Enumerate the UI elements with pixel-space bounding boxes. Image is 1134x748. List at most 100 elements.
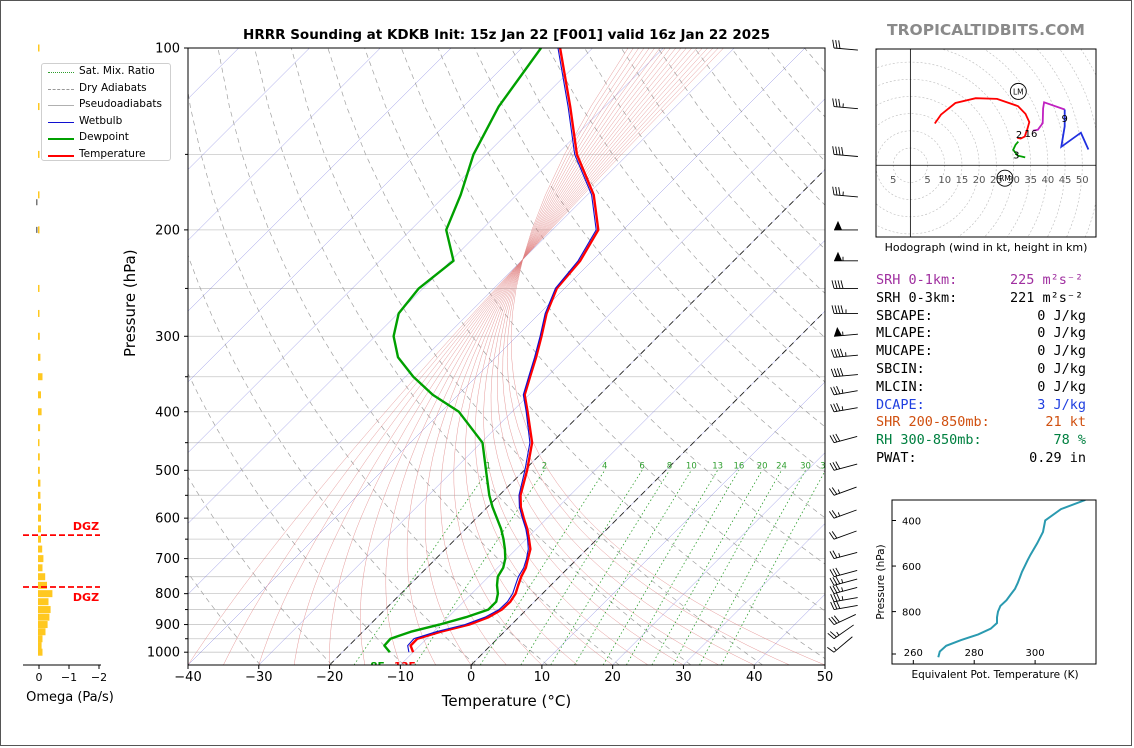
stat-label: DCAPE: <box>876 396 925 413</box>
dgz-label: DGZ <box>73 591 99 604</box>
wind-barb <box>833 326 858 337</box>
pseudoadiabat <box>360 48 698 665</box>
thetae-y-tick-label: 800 <box>902 608 921 619</box>
omega-bar <box>38 226 40 234</box>
mixing-ratio-line <box>699 470 806 665</box>
omega-bar <box>38 525 41 533</box>
wind-barb <box>831 305 858 314</box>
isotherm <box>400 239 825 665</box>
y-tick-label: 300 <box>155 330 180 345</box>
y-tick-label: 400 <box>155 405 180 420</box>
barb-flag <box>832 550 838 559</box>
barb-flag <box>836 403 841 411</box>
barb-staff <box>833 47 858 51</box>
barb-flag <box>836 386 841 394</box>
pseudoadiabat <box>385 48 692 665</box>
hodo-height-label: 9 <box>1062 114 1068 125</box>
stats-panel: SRH 0-1km: 225 m²s⁻² SRH 0-3km: 221 m²s⁻² SB… <box>876 272 1096 468</box>
barb-staff <box>833 586 858 595</box>
barb-flag <box>833 368 838 377</box>
barb-staff <box>833 106 858 110</box>
wind-barb <box>834 251 858 262</box>
barb-staff <box>833 578 858 586</box>
omega-bar <box>38 648 43 656</box>
omega-bar <box>38 503 41 511</box>
barb-staff <box>833 604 858 611</box>
barb-staff <box>833 333 858 337</box>
barb-flag <box>839 348 844 357</box>
barb-flag <box>838 146 841 155</box>
y-tick-label: 500 <box>155 464 180 479</box>
mixing-ratio-label: 2 <box>542 461 547 471</box>
wind-barb <box>832 98 858 110</box>
dry-adiabat <box>547 48 825 383</box>
pseudoadiabat <box>223 48 719 665</box>
barb-flag <box>831 487 838 495</box>
thetae-x-tick-label: 300 <box>1026 648 1045 659</box>
storm-motion-label: LM <box>1013 87 1024 96</box>
legend-label: Sat. Mix. Ratio <box>79 65 155 77</box>
barb-flag <box>832 186 835 195</box>
barb-flag <box>832 462 838 470</box>
mixing-ratio-label: 36 <box>820 461 831 471</box>
mixing-ratio-label: 6 <box>639 461 644 471</box>
pseudoadiabat <box>258 48 714 665</box>
storm-motion-label: RM <box>999 174 1011 183</box>
barb-flag <box>831 510 838 518</box>
wind-barb <box>827 636 853 653</box>
omega-bar <box>38 535 41 543</box>
hodo-trace <box>1032 101 1065 132</box>
stat-row: MLCAPE: 0 J/kg <box>876 325 1096 343</box>
barb-flag <box>835 461 841 469</box>
barb-flag <box>835 584 841 593</box>
mixing-ratio-line <box>574 470 692 665</box>
barb-flag <box>833 593 838 602</box>
omega-bar <box>38 353 41 361</box>
omega-bar-small <box>36 199 38 206</box>
omega-bar <box>38 598 49 606</box>
thetae-x-label: Equivalent Pot. Temperature (K) <box>911 669 1078 681</box>
legend-label: Pseudoadiabats <box>79 98 162 110</box>
wind-barb <box>830 592 858 603</box>
legend-item: Dry Adiabats <box>42 82 170 98</box>
mixing-ratio-label: 8 <box>667 461 672 471</box>
barb-flag <box>839 367 844 377</box>
barb-flag <box>832 577 838 585</box>
hodo-ring-label: 45 <box>1059 175 1072 186</box>
omega-bar <box>38 621 48 629</box>
wind-barb <box>832 186 858 198</box>
stat-value: 0 J/kg <box>1037 307 1086 324</box>
barb-flag <box>831 305 835 314</box>
x-tick-label: 30 <box>675 670 692 685</box>
barb-flag <box>838 187 841 196</box>
barb-pennant <box>834 326 842 337</box>
wind-barb <box>830 386 858 396</box>
pseudoadiabat <box>464 48 666 665</box>
barb-flag <box>832 98 835 107</box>
wind-barb <box>829 509 857 519</box>
barb-staff <box>833 194 858 198</box>
isotherm <box>683 523 825 665</box>
isotherm <box>188 48 310 170</box>
wind-barb <box>830 348 858 358</box>
mixing-ratio-line <box>353 470 489 665</box>
barb-flag <box>835 98 838 107</box>
omega-bar <box>38 373 43 381</box>
barb-staff <box>833 624 854 640</box>
thetae-y-tick-label: 600 <box>902 562 921 573</box>
thetae-profile <box>937 500 1086 658</box>
barb-flag <box>837 280 841 289</box>
legend-swatch <box>48 72 74 73</box>
mixing-ratio-line <box>721 470 825 665</box>
wind-barb <box>832 146 858 157</box>
barb-flag <box>829 511 835 519</box>
thetae-x-tick-label: 280 <box>965 648 984 659</box>
stat-value: 0 J/kg <box>1037 343 1086 360</box>
mixing-ratio-label: 30 <box>800 461 811 471</box>
pseudoadiabat <box>510 48 825 665</box>
legend-swatch <box>48 138 74 140</box>
omega-bar <box>38 628 46 636</box>
barb-flag <box>836 368 841 377</box>
